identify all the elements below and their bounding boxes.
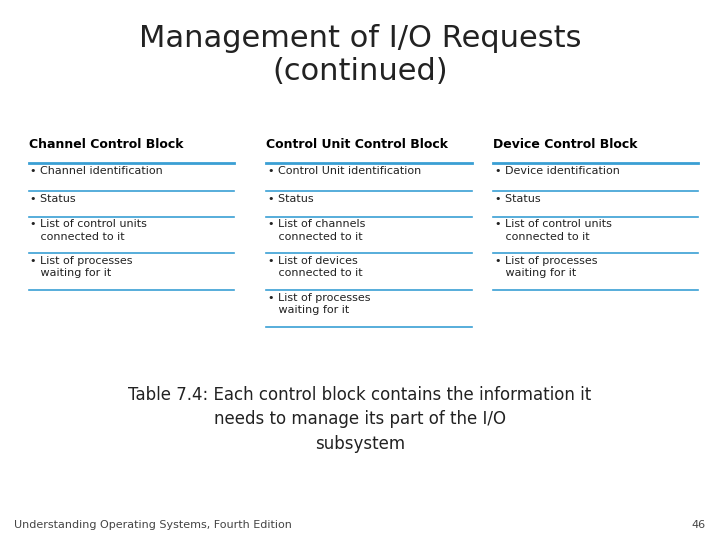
Text: • List of processes
   waiting for it: • List of processes waiting for it — [268, 293, 370, 315]
Text: (continued): (continued) — [272, 57, 448, 86]
Text: • Status: • Status — [30, 194, 76, 204]
Text: Channel Control Block: Channel Control Block — [29, 138, 184, 151]
Text: • List of channels
   connected to it: • List of channels connected to it — [268, 219, 365, 241]
Text: • Status: • Status — [268, 194, 313, 204]
Text: Device Control Block: Device Control Block — [493, 138, 638, 151]
Text: • List of control units
   connected to it: • List of control units connected to it — [495, 219, 611, 241]
Text: • List of processes
   waiting for it: • List of processes waiting for it — [495, 256, 597, 278]
Text: • List of processes
   waiting for it: • List of processes waiting for it — [30, 256, 132, 278]
Text: Understanding Operating Systems, Fourth Edition: Understanding Operating Systems, Fourth … — [14, 520, 292, 530]
Text: • List of control units
   connected to it: • List of control units connected to it — [30, 219, 147, 241]
Text: Management of I/O Requests: Management of I/O Requests — [139, 24, 581, 53]
Text: • List of devices
   connected to it: • List of devices connected to it — [268, 256, 362, 278]
Text: • Channel identification: • Channel identification — [30, 166, 163, 176]
Text: Control Unit Control Block: Control Unit Control Block — [266, 138, 449, 151]
Text: • Control Unit identification: • Control Unit identification — [268, 166, 421, 176]
Text: 46: 46 — [691, 520, 706, 530]
Text: • Device identification: • Device identification — [495, 166, 619, 176]
Text: Table 7.4: Each control block contains the information it
needs to manage its pa: Table 7.4: Each control block contains t… — [128, 386, 592, 453]
Text: • Status: • Status — [495, 194, 540, 204]
